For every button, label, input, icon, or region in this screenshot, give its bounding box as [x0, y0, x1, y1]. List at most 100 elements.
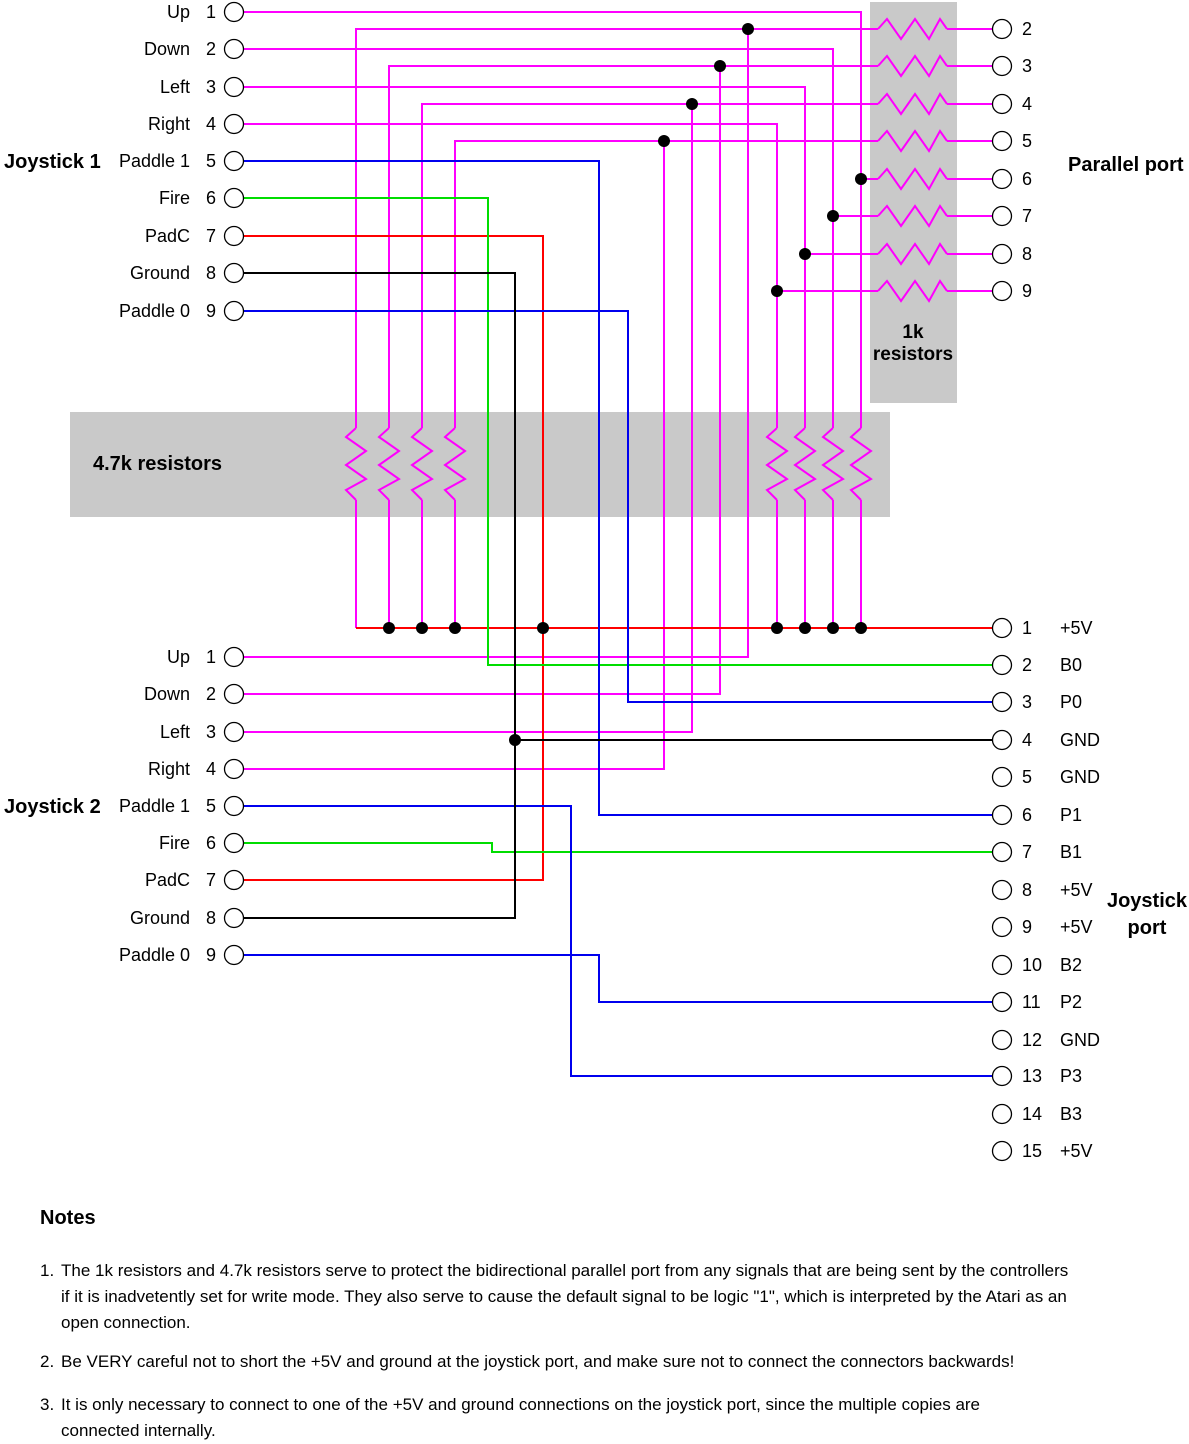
pin-circle-joystick2 — [223, 683, 245, 705]
joystick-port-pin-number: 8 — [1022, 880, 1032, 900]
junction-dot — [799, 248, 811, 260]
joystick-port-pin-number: 9 — [1022, 917, 1032, 937]
joystick1-pin-number: 7 — [206, 226, 216, 246]
parallel-port-pin-number: 9 — [1022, 281, 1032, 301]
note-text: It is only necessary to connect to one o… — [61, 1392, 1185, 1444]
joystick-port-pin-label: GND — [1060, 730, 1100, 750]
joystick1-pin-number: 3 — [206, 77, 216, 97]
wire-magenta — [244, 104, 693, 733]
resistor-1k — [877, 54, 948, 78]
joystick2-pin-number: 9 — [206, 945, 216, 965]
pin-circle-joystick2 — [223, 907, 245, 929]
note-item-1: 1. The 1k resistors and 4.7k resistors s… — [40, 1258, 1185, 1336]
junction-dot — [855, 173, 867, 185]
note-marker: 3. — [40, 1395, 55, 1414]
resistor-1k — [877, 167, 948, 191]
joystick-port-pin-label: B1 — [1060, 842, 1082, 862]
joystick-port-pin-label: +5V — [1060, 917, 1093, 937]
resistors-1k-label: 1k — [902, 322, 924, 343]
joystick1-pin-number: 6 — [206, 188, 216, 208]
joystick-port-pin-label: P2 — [1060, 992, 1082, 1012]
joystick2-pin-number: 4 — [206, 759, 216, 779]
wire-magenta — [244, 123, 778, 428]
pin-circle-parallel_port — [991, 55, 1013, 77]
joystick2-pin-label: Fire — [159, 833, 190, 853]
joystick2-pin-label: Left — [160, 722, 190, 742]
joystick2-pin-label: Down — [144, 684, 190, 704]
wire-red — [244, 235, 544, 881]
resistor-4.7k — [849, 427, 873, 501]
joystick2-pin-number: 7 — [206, 870, 216, 890]
wire-blue — [244, 310, 992, 703]
wire-blue — [244, 160, 992, 816]
joystick1-pin-number: 4 — [206, 114, 216, 134]
joystick-port-title: Joystick — [1107, 890, 1188, 912]
pin-circle-joystick_port — [991, 1140, 1013, 1162]
joystick-port-pin-label: P3 — [1060, 1066, 1082, 1086]
wire-green — [244, 842, 992, 853]
resistor-1k — [877, 129, 948, 153]
joystick2-pin-number: 1 — [206, 647, 216, 667]
joystick2-pin-label: PadC — [145, 870, 190, 890]
joystick-port-title: port — [1128, 917, 1167, 939]
joystick-port-pin-label: +5V — [1060, 1141, 1093, 1161]
joystick2-pin-label: Paddle 0 — [119, 945, 190, 965]
joystick2-pin-number: 3 — [206, 722, 216, 742]
note-marker: 2. — [40, 1352, 55, 1371]
junction-dot — [658, 135, 670, 147]
parallel-port-pin-number: 7 — [1022, 206, 1032, 226]
note-line: connected internally. — [61, 1421, 216, 1440]
note-line: The 1k resistors and 4.7k resistors serv… — [61, 1261, 1069, 1280]
junction-dot — [799, 622, 811, 634]
wire-magenta — [244, 29, 749, 658]
note-line: open connection. — [61, 1313, 191, 1332]
joystick-port-pin-label: P0 — [1060, 692, 1082, 712]
junction-dot — [742, 23, 754, 35]
joystick-port-pin-number: 13 — [1022, 1066, 1042, 1086]
notes-section: Notes 1. The 1k resistors and 4.7k resis… — [40, 1206, 1185, 1444]
pin-circle-joystick_port — [991, 654, 1013, 676]
wire-magenta — [244, 11, 862, 428]
note-item-3: 3. It is only necessary to connect to on… — [40, 1392, 1185, 1444]
junction-dot — [855, 622, 867, 634]
wire-black — [244, 272, 516, 919]
note-line: It is only necessary to connect to one o… — [61, 1395, 981, 1414]
pin-circle-joystick2 — [223, 869, 245, 891]
pin-circle-joystick2 — [223, 795, 245, 817]
joystick1-pin-label: Right — [148, 114, 190, 134]
wire-magenta — [244, 141, 665, 770]
resistor-4.7k — [377, 427, 401, 501]
resistor-4.7k — [443, 427, 467, 501]
joystick1-pin-number: 5 — [206, 151, 216, 171]
junction-dot — [383, 622, 395, 634]
note-marker: 1. — [40, 1261, 55, 1280]
pin-circle-joystick_port — [991, 1065, 1013, 1087]
resistors-4.7k-label: 4.7k resistors — [93, 453, 222, 475]
pin-circle-parallel_port — [991, 280, 1013, 302]
joystick-port-pin-number: 7 — [1022, 842, 1032, 862]
joystick-port-pin-number: 11 — [1022, 992, 1041, 1012]
junction-dot — [771, 622, 783, 634]
pin-circle-joystick_port — [991, 617, 1013, 639]
joystick1-pin-label: PadC — [145, 226, 190, 246]
pin-circle-joystick1 — [223, 38, 245, 60]
resistors-1k-box — [870, 2, 957, 403]
pin-circle-parallel_port — [991, 18, 1013, 40]
pin-circle-parallel_port — [991, 130, 1013, 152]
junction-dot — [714, 60, 726, 72]
joystick-port-pin-number: 1 — [1022, 618, 1032, 638]
pin-circle-parallel_port — [991, 243, 1013, 265]
joystick-port-pin-label: P1 — [1060, 805, 1082, 825]
joystick1-pin-label: Up — [167, 2, 190, 22]
joystick-port-pin-number: 6 — [1022, 805, 1032, 825]
resistor-4.7k — [410, 427, 434, 501]
joystick2-pin-number: 6 — [206, 833, 216, 853]
pin-circle-joystick_port — [991, 691, 1013, 713]
pin-circle-joystick_port — [991, 766, 1013, 788]
joystick1-pin-number: 2 — [206, 39, 216, 59]
joystick2-title: Joystick 2 — [4, 796, 101, 818]
parallel-port-pin-number: 2 — [1022, 19, 1032, 39]
resistor-1k — [877, 92, 948, 116]
notes-heading: Notes — [40, 1207, 96, 1229]
